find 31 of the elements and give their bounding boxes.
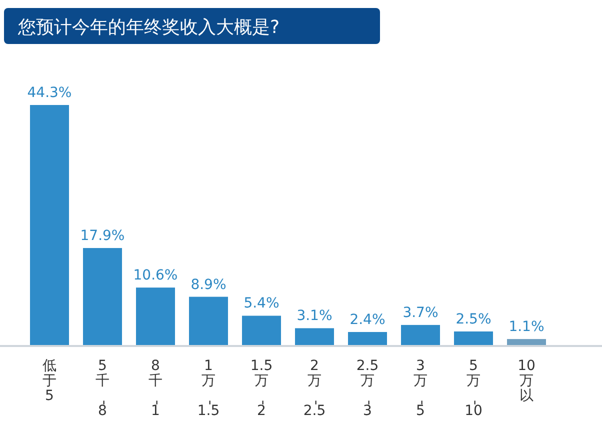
x-tick-label: 2万-2.5	[303, 358, 326, 419]
data-label: 44.3%	[27, 85, 72, 101]
bar	[401, 324, 440, 345]
data-label: 17.9%	[80, 228, 125, 244]
x-tick-label: 2.5万-3	[356, 358, 379, 419]
x-tick-label: 1万-1.5	[197, 358, 220, 419]
x-tick-label: 8千-1	[148, 358, 165, 419]
data-label: 2.5%	[456, 311, 492, 328]
data-label: 1.1%	[508, 319, 544, 336]
bar	[295, 328, 334, 345]
bar	[242, 316, 281, 345]
bar	[189, 296, 228, 345]
x-tick-label: 低于5	[42, 358, 56, 404]
bar	[507, 339, 546, 345]
bar	[136, 288, 175, 345]
x-tick-label: 5千-8	[96, 358, 112, 419]
bar	[454, 331, 493, 345]
data-label: 10.6%	[133, 268, 178, 284]
bar	[348, 332, 387, 345]
data-label: 3.1%	[296, 308, 332, 324]
data-label: 2.4%	[350, 312, 386, 328]
data-label: 8.9%	[190, 276, 226, 293]
x-tick-label: 1.5万-2	[250, 358, 273, 419]
bar	[83, 248, 122, 345]
x-tick-label: 10万以	[518, 358, 536, 404]
data-label: 5.4%	[244, 296, 280, 312]
chart-title: 您预计今年的年终奖收入大概是?	[17, 17, 280, 38]
data-label: 3.7%	[402, 304, 438, 321]
x-tick-label: 5万-10	[464, 358, 483, 419]
bar	[30, 105, 69, 345]
x-tick-label: 3万-5	[414, 358, 430, 419]
